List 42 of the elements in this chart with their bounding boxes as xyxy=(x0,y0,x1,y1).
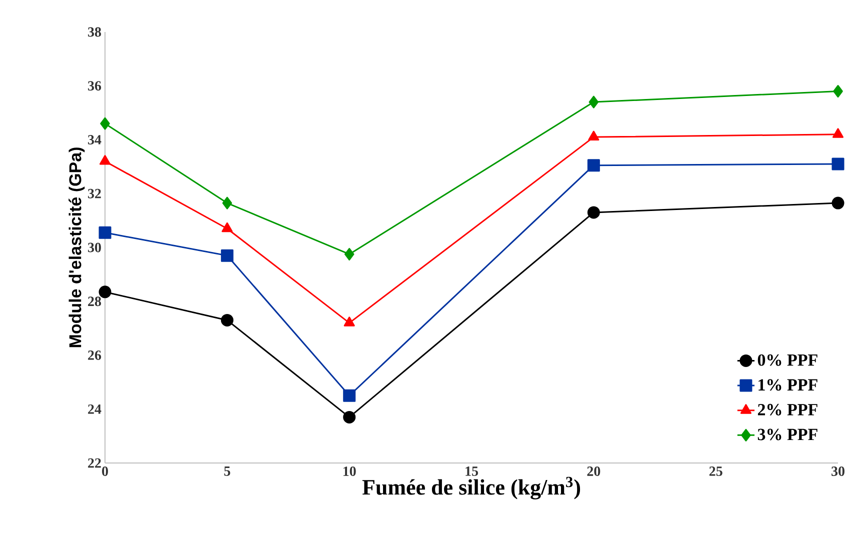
legend-label: 1% PPF xyxy=(758,379,818,391)
point xyxy=(99,155,111,165)
y-tick-label: 30 xyxy=(88,242,101,252)
y-tick-label: 36 xyxy=(88,81,102,91)
point xyxy=(587,206,600,219)
legend-label: 2% PPF xyxy=(758,404,818,416)
x-tick-label: 25 xyxy=(709,466,722,476)
point xyxy=(343,389,356,402)
legend-label: 3% PPF xyxy=(758,428,818,440)
y-tick-label: 34 xyxy=(88,135,102,144)
x-tick-label: 10 xyxy=(343,466,356,476)
point xyxy=(588,96,599,108)
point xyxy=(832,158,844,170)
y-axis-title: Module d'elasticité (GPa) xyxy=(68,148,85,348)
point xyxy=(588,130,600,141)
point xyxy=(98,226,112,239)
point xyxy=(344,248,354,260)
x-tick-label: 20 xyxy=(587,466,600,476)
x-tick-label: 30 xyxy=(832,466,844,476)
point xyxy=(98,286,112,298)
point xyxy=(100,117,110,130)
point xyxy=(343,410,356,424)
legend-label: 0% PPF xyxy=(758,354,818,366)
y-tick-label: 28 xyxy=(88,296,102,306)
point xyxy=(222,196,232,210)
y-tick-label: 22 xyxy=(88,458,101,468)
x-axis-title: Fumée de silice (kg/m$^{3}$) xyxy=(362,476,580,500)
point xyxy=(833,85,843,98)
y-tick-label: 26 xyxy=(88,350,102,360)
x-tick-label: 15 xyxy=(466,466,478,476)
point xyxy=(220,314,234,326)
point xyxy=(587,159,600,172)
point xyxy=(832,128,844,138)
x-tick-label: 0 xyxy=(102,466,108,476)
point xyxy=(832,196,844,210)
point xyxy=(220,249,234,262)
y-tick-label: 32 xyxy=(88,188,101,198)
point xyxy=(222,222,233,232)
x-tick-label: 5 xyxy=(224,466,230,476)
point xyxy=(344,316,355,326)
y-tick-label: 24 xyxy=(88,404,102,414)
y-tick-label: 38 xyxy=(88,27,102,37)
